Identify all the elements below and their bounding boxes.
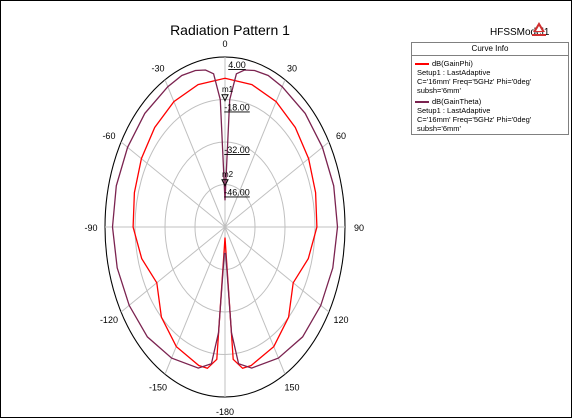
legend-entry-gainphi[interactable]: dB(GainPhi) Setup1 : LastAdaptive C='16m…	[415, 59, 567, 95]
polar-spoke	[224, 79, 286, 228]
angle-tick-label: 90	[354, 223, 364, 233]
angle-tick-label: 150	[284, 382, 299, 392]
curve-info-legend: Curve Info dB(GainPhi) Setup1 : LastAdap…	[411, 42, 569, 135]
angle-tick-label: 60	[336, 131, 346, 141]
chart-title: Radiation Pattern 1	[170, 22, 290, 38]
legend-setup-line: Setup1 : LastAdaptive	[417, 106, 491, 115]
model-name: HFSSModel1	[490, 27, 550, 38]
polar-spoke	[224, 226, 286, 375]
angle-tick-label: 120	[334, 315, 349, 325]
legend-entry-gaintheta[interactable]: dB(GainTheta) Setup1 : LastAdaptive C='1…	[415, 97, 567, 133]
angle-tick-label: -120	[100, 315, 118, 325]
angle-tick-label: 30	[287, 64, 297, 74]
marker-m1-label: m1	[222, 85, 234, 94]
legend-swatch-gaintheta	[415, 101, 429, 104]
angle-tick-label: -30	[151, 64, 164, 74]
polar-spoke	[120, 141, 226, 228]
marker-m2-symbol	[221, 179, 229, 187]
polar-spoke	[224, 141, 330, 228]
legend-variables-line: C='16mm' Freq='5GHz' Phi='0deg' subsh='6…	[417, 77, 532, 95]
marker-m1-symbol	[221, 94, 229, 102]
legend-series-name: dB(GainPhi)	[432, 59, 473, 68]
radial-tick-label: -18.00	[224, 103, 250, 113]
polar-spoke	[120, 226, 226, 313]
angle-tick-label: -180	[216, 407, 234, 417]
legend-variables-line: C='16mm' Freq='5GHz' Phi='0deg' subsh='6…	[417, 115, 532, 133]
radial-tick-label: -46.00	[224, 188, 250, 198]
series-curve-dbgainphi	[132, 77, 318, 370]
radial-tick-label: 4.00	[228, 60, 246, 70]
legend-swatch-gainphi	[415, 63, 429, 66]
legend-setup-line: Setup1 : LastAdaptive	[417, 68, 491, 77]
legend-title: Curve Info	[412, 44, 568, 56]
polar-spoke	[224, 226, 330, 313]
radial-tick-label: -32.00	[224, 145, 250, 155]
legend-series-name: dB(GainTheta)	[432, 97, 482, 106]
angle-tick-label: 0	[222, 39, 227, 49]
angle-tick-label: -90	[84, 223, 97, 233]
angle-tick-label: -150	[149, 382, 167, 392]
ansoft-logo-icon	[532, 22, 546, 36]
polar-spoke	[164, 79, 226, 228]
polar-spoke	[164, 226, 226, 375]
series-curve-dbgaintheta	[111, 69, 339, 369]
angle-tick-label: -60	[102, 131, 115, 141]
marker-m2-label: m2	[222, 170, 234, 179]
